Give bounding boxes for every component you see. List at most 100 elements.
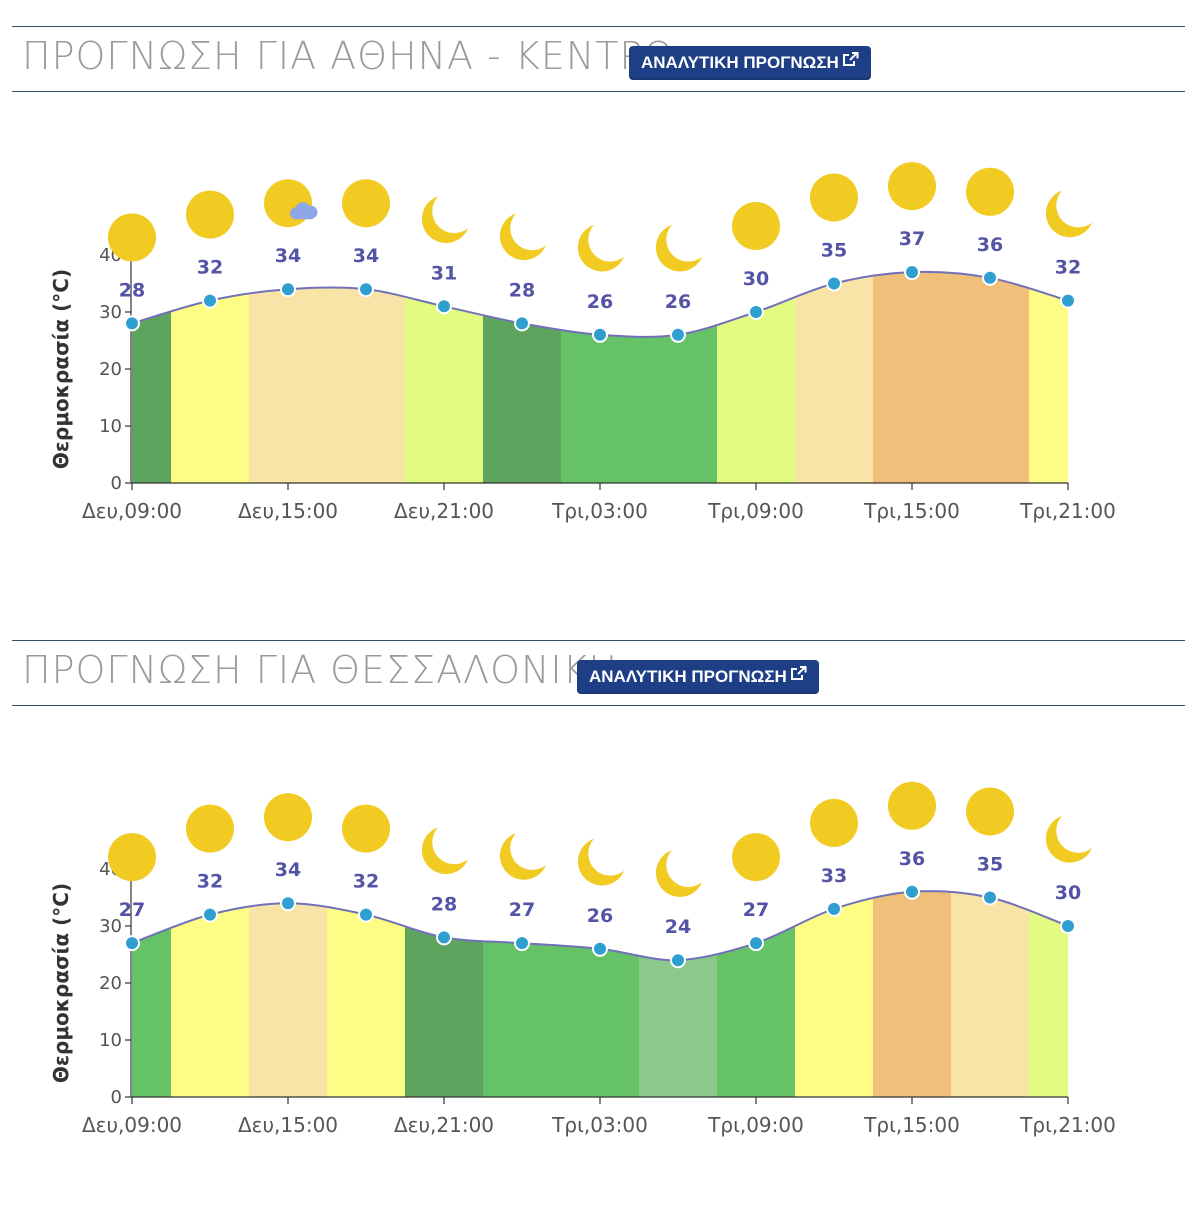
x-tick-label: Δευ,21:00 bbox=[394, 1113, 494, 1137]
section-title: ΠΡΟΓΝΩΣΗ ΓΙΑ ΘΕΣΣΑΛΟΝΙΚΗ bbox=[22, 648, 619, 692]
band bbox=[1029, 271, 1068, 483]
band bbox=[873, 891, 951, 1097]
moon-crescent bbox=[655, 224, 702, 272]
moon-icon bbox=[499, 213, 546, 261]
forecast-section-thessaloniki: ΠΡΟΓΝΩΣΗ ΓΙΑ ΘΕΣΣΑΛΟΝΙΚΗ ΑΝΑΛΥΤΙΚΗ ΠΡΟΓΝ… bbox=[0, 614, 1200, 1212]
sun-icon bbox=[732, 833, 780, 882]
y-tick-label: 20 bbox=[99, 359, 122, 380]
x-tick-label: Τρι,15:00 bbox=[863, 499, 960, 523]
data-label: 27 bbox=[119, 899, 145, 921]
sun-icon bbox=[732, 202, 780, 250]
band bbox=[951, 271, 1029, 483]
y-tick-label: 0 bbox=[111, 473, 122, 494]
sun-icon bbox=[342, 804, 390, 853]
data-label: 34 bbox=[275, 245, 301, 267]
sun-disc bbox=[966, 167, 1014, 216]
x-tick-label: Τρι,03:00 bbox=[551, 499, 648, 523]
moon-crescent bbox=[1045, 816, 1092, 863]
band bbox=[249, 271, 327, 483]
data-point bbox=[280, 895, 296, 912]
moon-icon bbox=[1045, 816, 1092, 863]
sun-icon bbox=[186, 804, 234, 853]
moon-crescent bbox=[499, 213, 546, 261]
moon-icon bbox=[421, 827, 468, 875]
moon-crescent bbox=[499, 833, 546, 880]
sun-disc bbox=[732, 202, 780, 250]
data-label: 27 bbox=[509, 899, 535, 921]
sun-icon bbox=[888, 781, 936, 830]
moon-icon bbox=[1045, 190, 1092, 238]
band bbox=[171, 891, 249, 1097]
moon-crescent bbox=[577, 838, 624, 886]
band bbox=[1029, 891, 1068, 1097]
data-point bbox=[436, 929, 452, 946]
detailed-forecast-button-label: ΑΝΑΛΥΤΙΚΗ ΠΡΟΓΝΩΣΗ bbox=[641, 53, 839, 72]
sun-icon bbox=[966, 787, 1014, 836]
x-tick-label: Τρι,03:00 bbox=[551, 1113, 648, 1137]
weather-icons bbox=[108, 162, 1092, 272]
sun-disc bbox=[264, 793, 312, 842]
data-label: 24 bbox=[665, 916, 691, 938]
data-label: 32 bbox=[353, 871, 379, 893]
moon-icon bbox=[421, 196, 468, 243]
band bbox=[405, 271, 483, 483]
x-tick-label: Τρι,09:00 bbox=[707, 1113, 804, 1137]
data-point bbox=[982, 269, 998, 286]
data-label: 26 bbox=[665, 291, 691, 313]
sun-disc bbox=[810, 173, 858, 222]
sun-disc bbox=[810, 798, 858, 847]
data-point bbox=[436, 298, 452, 315]
data-point bbox=[826, 900, 842, 917]
data-label: 32 bbox=[197, 871, 223, 893]
data-label: 32 bbox=[1055, 257, 1081, 279]
y-tick-label: 30 bbox=[99, 302, 122, 323]
sun-disc bbox=[966, 787, 1014, 836]
moon-crescent bbox=[577, 224, 624, 272]
data-label: 31 bbox=[431, 262, 457, 284]
data-label: 35 bbox=[821, 240, 847, 262]
data-point bbox=[124, 935, 140, 952]
sun-icon bbox=[108, 833, 156, 882]
sun-icon bbox=[888, 162, 936, 211]
data-label: 28 bbox=[431, 893, 457, 915]
sun-disc bbox=[342, 804, 390, 853]
moon-crescent bbox=[655, 850, 702, 897]
sun-disc bbox=[186, 190, 234, 239]
data-label: 28 bbox=[119, 279, 145, 301]
y-tick-label: 30 bbox=[99, 916, 122, 937]
x-tick-label: Τρι,15:00 bbox=[863, 1113, 960, 1137]
data-point bbox=[826, 275, 842, 292]
forecast-section-athens: ΠΡΟΓΝΩΣΗ ΓΙΑ ΑΘΗΝΑ - ΚΕΝΤΡΟ ΑΝΑΛΥΤΙΚΗ ΠΡ… bbox=[0, 0, 1200, 600]
data-label: 33 bbox=[821, 865, 847, 887]
data-point bbox=[124, 315, 140, 332]
data-point bbox=[202, 292, 218, 309]
sun-icon bbox=[810, 798, 858, 847]
sun-disc bbox=[888, 781, 936, 830]
data-label: 28 bbox=[509, 279, 535, 301]
data-label: 30 bbox=[743, 268, 769, 290]
moon-icon bbox=[577, 838, 624, 886]
detailed-forecast-button-label: ΑΝΑΛΥΤΙΚΗ ΠΡΟΓΝΩΣΗ bbox=[589, 667, 787, 686]
data-point bbox=[982, 889, 998, 906]
x-tick-label: Δευ,15:00 bbox=[238, 499, 338, 523]
sun-disc bbox=[186, 804, 234, 853]
band bbox=[249, 891, 327, 1097]
data-point bbox=[904, 883, 920, 900]
detailed-forecast-button[interactable]: ΑΝΑΛΥΤΙΚΗ ΠΡΟΓΝΩΣΗ bbox=[629, 46, 871, 80]
moon-icon bbox=[655, 224, 702, 272]
data-point bbox=[670, 326, 686, 343]
y-tick-label: 0 bbox=[111, 1087, 122, 1108]
detailed-forecast-button[interactable]: ΑΝΑΛΥΤΙΚΗ ΠΡΟΓΝΩΣΗ bbox=[577, 660, 819, 694]
data-point bbox=[1060, 918, 1076, 934]
band bbox=[795, 271, 873, 483]
cloud-shape bbox=[290, 202, 318, 220]
data-label: 32 bbox=[197, 257, 223, 279]
data-point bbox=[592, 326, 608, 343]
y-axis-label: Θερμοκρασία (°C) bbox=[49, 883, 73, 1083]
data-label: 27 bbox=[743, 899, 769, 921]
band bbox=[717, 271, 795, 483]
sun-disc bbox=[108, 213, 156, 262]
moon-icon bbox=[499, 833, 546, 880]
